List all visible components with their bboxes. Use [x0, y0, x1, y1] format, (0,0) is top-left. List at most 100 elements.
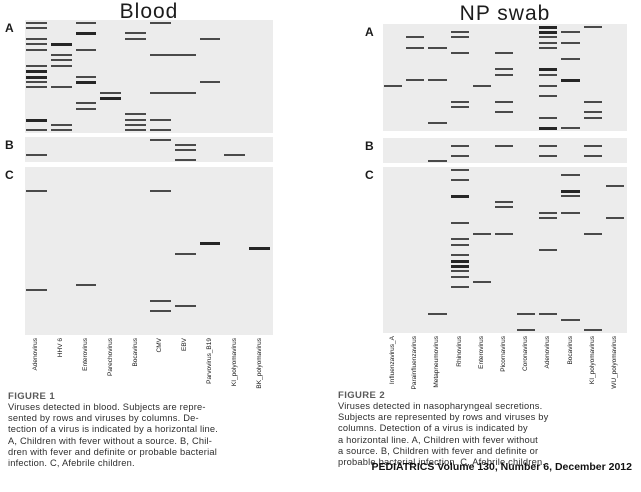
virus-detection-mark [450, 243, 469, 246]
group-band-B [25, 137, 273, 162]
virus-detection-mark [450, 254, 469, 257]
virus-detection-mark [125, 37, 146, 40]
x-axis-label: Parvovirus_B19 [206, 338, 213, 384]
virus-detection-mark [450, 275, 469, 278]
virus-detection-mark [26, 129, 47, 132]
virus-detection-mark [561, 318, 580, 321]
figure-2-np-swab: NP swab A B C Influenzavirus_A Parainfluenza… [330, 0, 641, 492]
figure-1-blood: Blood A B C Adenovirus HHV 6 Enterovirus Parec… [5, 0, 273, 469]
section-label-C: C [365, 168, 374, 182]
virus-detection-mark [539, 31, 558, 35]
virus-detection-mark [50, 86, 72, 89]
virus-detection-mark [539, 95, 558, 98]
virus-detection-mark [26, 70, 47, 74]
virus-detection-mark [494, 200, 514, 203]
virus-detection-mark [150, 299, 171, 302]
x-axis-label: Picornavirus [500, 336, 507, 372]
virus-detection-mark [75, 102, 97, 105]
virus-detection-mark [539, 154, 558, 157]
virus-detection-mark [517, 313, 536, 316]
virus-detection-mark [561, 41, 580, 44]
virus-detection-mark [174, 305, 196, 308]
virus-detection-mark [125, 118, 146, 121]
virus-detection-mark [150, 189, 171, 192]
virus-detection-mark [50, 43, 72, 47]
virus-detection-mark [125, 113, 146, 116]
virus-detection-mark [450, 259, 469, 263]
x-axis-label: CMV [156, 338, 164, 353]
virus-detection-mark [174, 158, 196, 161]
section-label-A: A [365, 25, 374, 39]
virus-detection-mark [26, 48, 47, 51]
x-axis-label: Bocavirus [566, 336, 574, 365]
group-band-C [25, 167, 273, 335]
journal-footer: PEDIATRICS Volume 130, Number 6, Decembe… [371, 461, 632, 473]
section-label-A: A [5, 21, 14, 35]
x-axis-label: Influenzavirus_A [389, 336, 397, 385]
virus-detection-mark [561, 79, 580, 83]
virus-detection-mark [450, 286, 469, 289]
virus-detection-mark [150, 138, 171, 141]
x-axis-label: HHV 6 [57, 338, 65, 358]
virus-detection-mark [75, 107, 97, 110]
virus-detection-mark [150, 118, 171, 121]
figure-1-caption: Viruses detected in blood. Subjects are … [8, 402, 219, 469]
virus-detection-mark [450, 265, 469, 269]
virus-detection-mark [450, 154, 469, 157]
virus-detection-mark [150, 91, 196, 94]
virus-detection-mark [539, 68, 558, 72]
virus-detection-mark [125, 129, 146, 132]
virus-detection-mark [75, 32, 97, 36]
virus-detection-mark [26, 80, 47, 83]
virus-detection-mark [125, 32, 146, 35]
x-axis-label: Rhinovirus [455, 336, 463, 367]
virus-detection-mark [494, 68, 514, 71]
virus-detection-mark [428, 121, 447, 124]
virus-detection-mark [50, 64, 72, 67]
virus-detection-mark [450, 270, 469, 273]
virus-detection-mark [125, 123, 146, 126]
virus-detection-mark [517, 329, 536, 332]
group-band-A [383, 24, 627, 131]
virus-detection-mark [26, 75, 47, 79]
virus-detection-mark [450, 222, 469, 225]
virus-detection-mark [75, 284, 97, 287]
virus-detection-mark [450, 31, 469, 34]
virus-detection-mark [450, 195, 469, 199]
virus-detection-mark [50, 59, 72, 62]
virus-detection-mark [583, 116, 602, 119]
virus-detection-mark [539, 313, 558, 316]
virus-detection-mark [450, 144, 469, 147]
virus-detection-mark [50, 129, 72, 132]
virus-detection-mark [539, 144, 558, 147]
virus-detection-mark [494, 52, 514, 55]
virus-detection-mark [561, 127, 580, 130]
virus-detection-mark [26, 64, 47, 67]
x-axis-label: EBV [181, 338, 189, 352]
x-axis-label: Metapneumovirus [433, 336, 441, 388]
virus-detection-mark [583, 154, 602, 157]
x-axis-label: Bocavirus [131, 338, 139, 367]
virus-detection-mark [249, 247, 270, 251]
virus-detection-mark [539, 116, 558, 119]
x-axis-label: KI_polyomavirus [588, 336, 596, 385]
group-band-A [25, 20, 273, 133]
virus-detection-mark [450, 52, 469, 55]
virus-detection-mark [406, 47, 425, 50]
virus-detection-mark [605, 216, 624, 219]
x-axis-label: KI_polyomavirus [230, 338, 238, 387]
virus-detection-mark [605, 184, 624, 187]
virus-detection-mark [26, 118, 47, 122]
virus-detection-mark [583, 111, 602, 114]
virus-detection-mark [384, 84, 403, 87]
x-axis-label: Adenovirus [544, 336, 552, 369]
section-label-B: B [5, 138, 14, 152]
virus-detection-mark [561, 195, 580, 198]
virus-detection-mark [561, 190, 580, 194]
virus-detection-mark [450, 238, 469, 241]
virus-detection-mark [428, 159, 447, 162]
virus-detection-mark [150, 129, 171, 132]
x-axis-label: WU_polyomavirus [610, 336, 618, 389]
virus-detection-mark [583, 144, 602, 147]
